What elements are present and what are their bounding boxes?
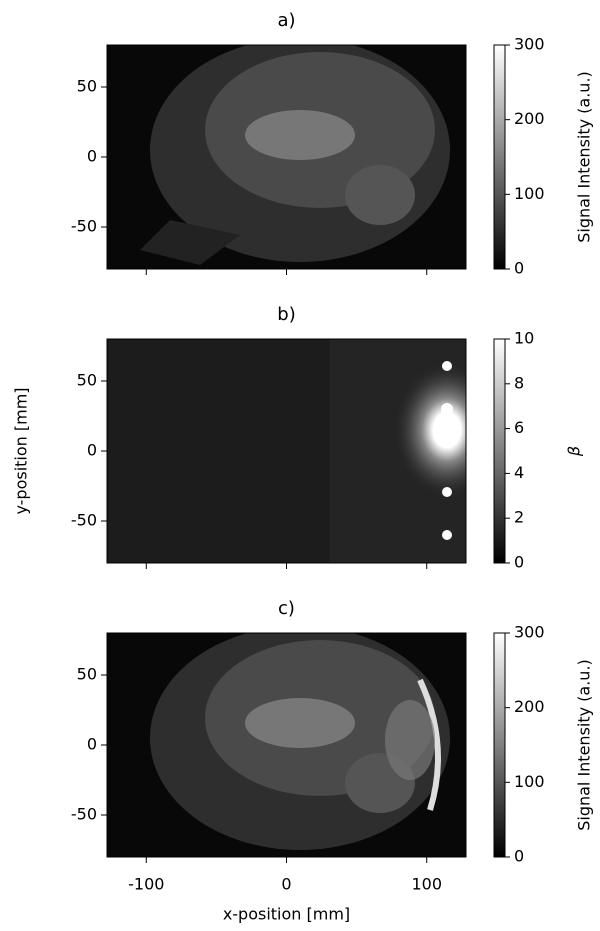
- colorbar: [493, 632, 506, 858]
- x-tick-label: 0: [281, 875, 291, 894]
- colorbar-tick-label: 0: [514, 847, 524, 866]
- colorbar-tick-label: 10: [514, 329, 534, 348]
- colorbar-label: Signal Intensity (a.u.): [575, 659, 594, 831]
- colorbar-tick-label: 2: [514, 508, 524, 527]
- colorbar-tick-label: 200: [514, 109, 545, 128]
- colorbar-tick-label: 300: [514, 35, 545, 54]
- colorbar-tick-label: 8: [514, 373, 524, 392]
- colorbar-tick-label: 0: [514, 259, 524, 278]
- colorbar-tick-label: 200: [514, 697, 545, 716]
- colorbar-tick-label: 0: [514, 553, 524, 572]
- panel-title: b): [277, 304, 295, 325]
- mri-image: [107, 633, 466, 857]
- beta-map: [107, 339, 466, 563]
- colorbar-label: Signal Intensity (a.u.): [575, 71, 594, 243]
- y-tick-label: -50: [71, 511, 97, 530]
- colorbar: [493, 338, 506, 564]
- colorbar-tick-label: 6: [514, 418, 524, 437]
- colorbar-tick-label: 300: [514, 623, 545, 642]
- panel-title: a): [277, 10, 295, 31]
- y-tick-label: 50: [77, 371, 97, 390]
- y-axis-label: y-position [mm]: [12, 387, 31, 514]
- colorbar-tick-label: 4: [514, 463, 524, 482]
- y-tick-label: 50: [77, 77, 97, 96]
- x-tick-label: 100: [411, 875, 442, 894]
- y-tick-label: 0: [87, 147, 97, 166]
- y-tick-label: 0: [87, 441, 97, 460]
- y-tick-label: 0: [87, 735, 97, 754]
- x-tick-label: -100: [128, 875, 164, 894]
- colorbar-label: β: [565, 446, 584, 457]
- y-tick-label: -50: [71, 217, 97, 236]
- colorbar-tick-label: 100: [514, 184, 545, 203]
- colorbar: [493, 44, 506, 270]
- mri-image: [107, 45, 466, 269]
- panel-title: c): [278, 598, 295, 619]
- colorbar-tick-label: 100: [514, 772, 545, 791]
- x-axis-label: x-position [mm]: [223, 905, 350, 924]
- y-tick-label: -50: [71, 805, 97, 824]
- y-tick-label: 50: [77, 665, 97, 684]
